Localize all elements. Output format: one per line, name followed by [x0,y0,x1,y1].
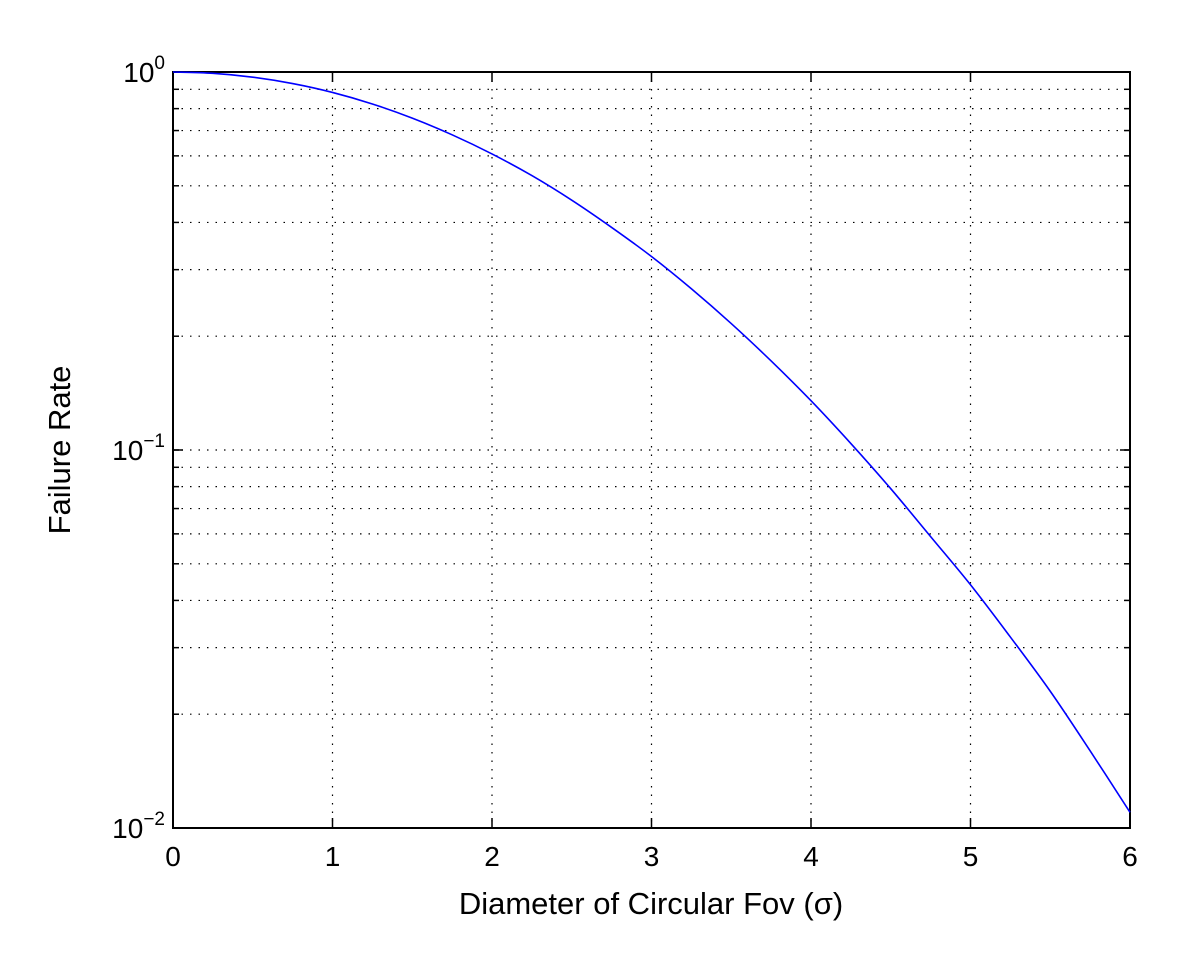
x-tick-label: 6 [1122,841,1138,872]
plot-frame [172,71,1131,829]
y-axis-label: Failure Rate [42,366,77,535]
x-tick-label: 2 [484,841,500,872]
x-tick-label: 1 [325,841,341,872]
y-tick-label: 10−2 [112,809,165,844]
x-tick-label: 5 [963,841,979,872]
tick-labels: 0 1 2 3 4 5 6 10−2 10−1 100 [112,53,1138,872]
x-tick-label: 3 [644,841,660,872]
x-axis-label: Diameter of Circular Fov (σ) [459,886,843,921]
y-tick-label: 10−1 [112,431,165,466]
axis-ticks [172,71,1131,829]
series-layer [172,71,1131,813]
grid [173,72,1130,828]
failure-rate-series-line [172,71,1131,813]
y-tick-label: 100 [123,53,165,88]
x-tick-label: 0 [165,841,181,872]
x-tick-label: 4 [803,841,819,872]
